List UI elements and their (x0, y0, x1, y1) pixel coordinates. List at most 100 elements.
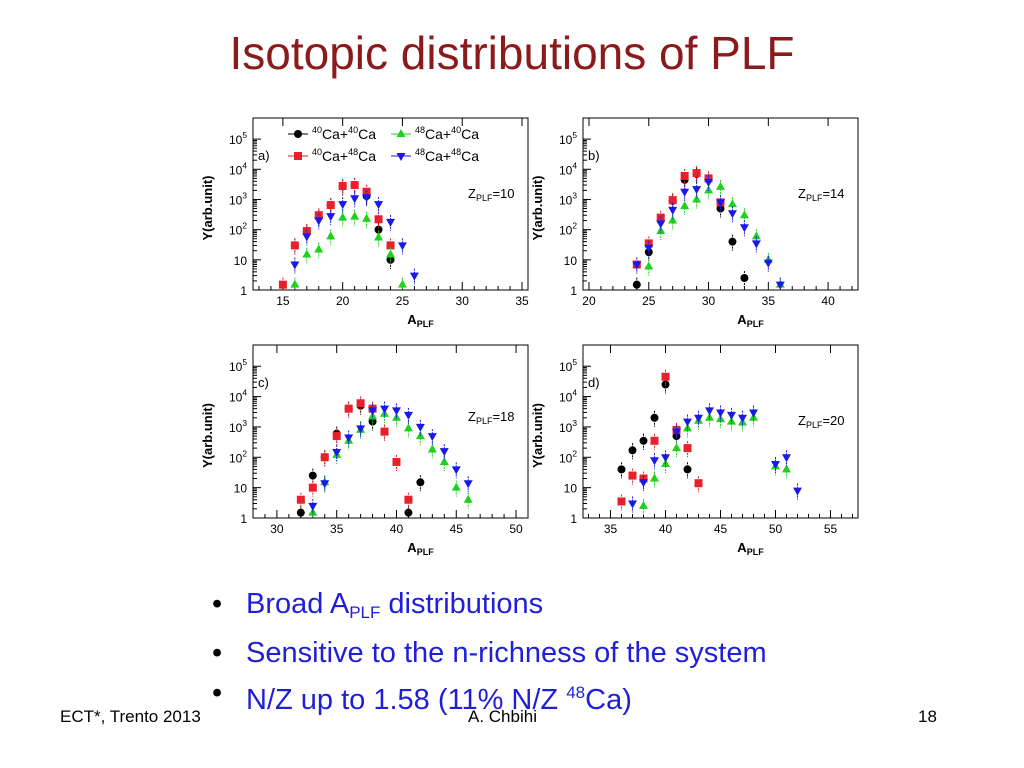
data-point (680, 201, 690, 210)
x-tick-label: 35 (762, 294, 776, 308)
data-point (650, 473, 659, 482)
y-axis-label: Y(arb.unit) (200, 176, 215, 241)
data-point (380, 427, 389, 436)
data-point (362, 213, 372, 222)
data-point (451, 466, 461, 475)
x-tick-label: 45 (714, 522, 728, 536)
data-point (782, 454, 791, 463)
data-point (751, 240, 761, 249)
data-point (656, 220, 666, 229)
bullet-1-text-end: distributions (380, 588, 544, 620)
data-point (392, 457, 401, 466)
y-axis-label: Y(arb.unit) (200, 403, 215, 468)
bullet-list: Broad APLF distributions Sensitive to th… (208, 584, 767, 720)
data-point (668, 206, 678, 215)
data-point (332, 432, 341, 441)
data-point (672, 428, 681, 437)
series-48Ca-40Ca (644, 179, 785, 290)
data-point (350, 181, 359, 190)
data-point (727, 210, 737, 219)
series-48Ca-48Ca (290, 190, 419, 285)
x-tick-label: 40 (390, 522, 404, 536)
data-point (356, 425, 366, 434)
y-tick-label: 102 (559, 221, 577, 238)
data-point (763, 259, 773, 268)
x-tick-label: 50 (509, 522, 523, 536)
data-point (672, 443, 681, 452)
z-annotation: ZPLF=20 (798, 413, 845, 430)
data-point (771, 461, 780, 470)
data-point (386, 249, 395, 258)
data-point (397, 242, 407, 251)
data-point (680, 188, 690, 197)
bullet-1-subscript: PLF (349, 603, 381, 622)
data-point (716, 199, 725, 208)
panel-label: a) (258, 148, 270, 163)
x-tick-label: 55 (824, 522, 838, 536)
data-point (639, 436, 648, 445)
bullet-2-text: Sensitive to the n-richness of the syste… (246, 637, 767, 669)
data-point (374, 232, 384, 241)
data-point (738, 414, 747, 423)
y-tick-label: 10 (234, 482, 248, 496)
footer-page-number: 18 (918, 707, 937, 726)
plot-frame (582, 344, 859, 519)
data-point (668, 196, 677, 205)
legend-entry: 40Ca+40Ca (312, 125, 376, 142)
isotopic-distribution-plots: 15 20 25 30 35 1 10 102 103 104 105 Y(arb.unit) APLF… (200, 117, 859, 557)
z-annotation: ZPLF=18 (468, 409, 515, 426)
series-48Ca-40Ca (290, 209, 407, 290)
y-tick-label: 103 (559, 190, 577, 207)
data-point (617, 465, 626, 474)
y-tick-label: 104 (559, 388, 577, 405)
data-point (727, 411, 736, 420)
data-point (427, 444, 437, 453)
data-point (386, 218, 395, 227)
data-point (404, 495, 413, 504)
bullet-3-text-end: Ca) (585, 684, 632, 716)
data-point (320, 453, 329, 462)
data-point (344, 404, 353, 413)
data-point (302, 233, 312, 242)
x-tick-label: 20 (336, 294, 350, 308)
data-point (775, 281, 785, 290)
data-point (427, 433, 437, 442)
panel-label: c) (258, 375, 269, 390)
series-40Ca-40Ca (632, 166, 749, 290)
data-point (290, 279, 300, 288)
data-point (290, 241, 299, 250)
panel-label: b) (588, 148, 600, 163)
data-point (326, 213, 336, 222)
y-tick-label: 10 (564, 254, 578, 268)
data-point (683, 444, 692, 453)
y-tick-label: 102 (229, 448, 247, 465)
plot-frame (252, 344, 529, 519)
x-tick-label: 30 (456, 294, 470, 308)
x-tick-label: 25 (642, 294, 656, 308)
footer-author: A. Chbihi (468, 707, 537, 726)
data-point (326, 201, 335, 210)
x-tick-label: 35 (330, 522, 344, 536)
data-point (739, 224, 749, 233)
data-point (782, 464, 791, 473)
bullet-3-superscript: 48 (566, 683, 586, 702)
data-point (350, 195, 360, 204)
data-point (661, 454, 670, 463)
y-tick-label: 1 (240, 284, 247, 298)
data-point (632, 280, 641, 289)
data-point (338, 201, 348, 210)
data-point (793, 487, 802, 496)
x-axis-label: APLF (407, 312, 434, 329)
data-point (727, 199, 737, 208)
y-tick-label: 1 (570, 284, 577, 298)
data-point (716, 409, 725, 418)
data-point (374, 225, 383, 234)
data-point (692, 186, 702, 195)
data-point (290, 261, 300, 270)
legend-entry: 48Ca+40Ca (415, 125, 479, 142)
data-point (739, 210, 749, 219)
data-point (278, 280, 287, 289)
data-point (320, 480, 330, 489)
data-point (650, 413, 659, 422)
x-tick-label: 35 (515, 294, 529, 308)
